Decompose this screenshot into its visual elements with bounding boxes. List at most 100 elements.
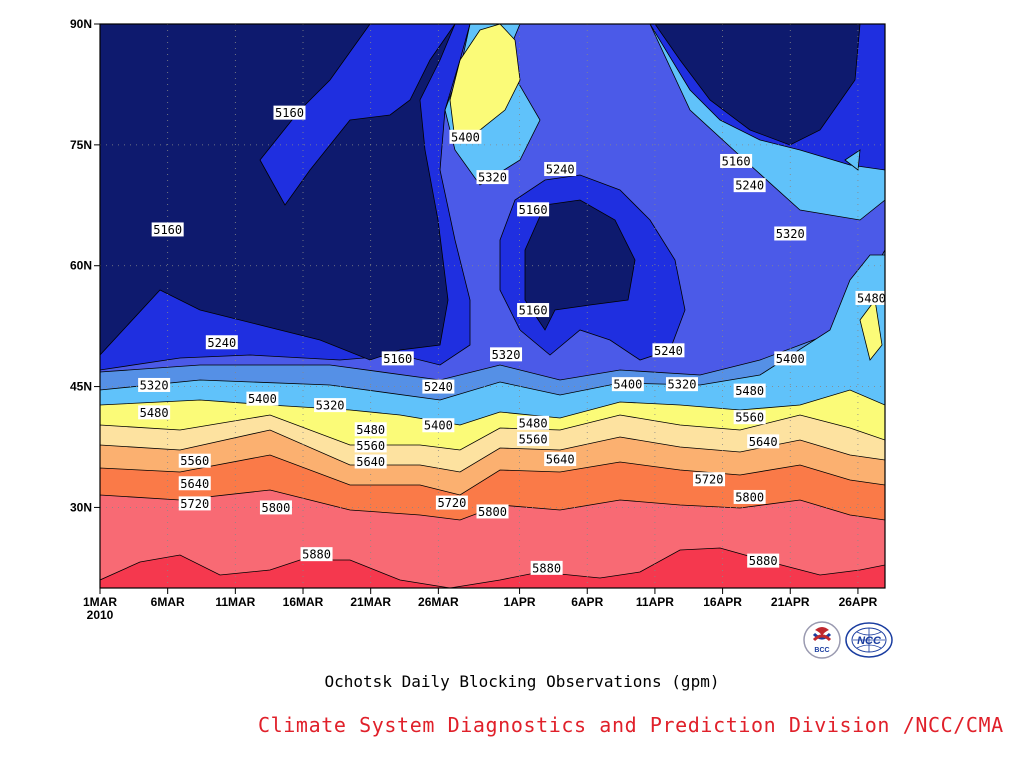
contour-label: 5880 (300, 547, 333, 562)
contour-label: 5800 (476, 504, 509, 519)
contour-label-text: 5160 (722, 154, 751, 168)
plot-frame (99, 23, 886, 589)
contour-label-text: 5720 (695, 473, 724, 487)
contour-label: 5720 (693, 472, 726, 487)
contour-label-text: 5800 (735, 490, 764, 504)
band-gt-5880 (100, 547, 885, 588)
contour-label: 5560 (517, 431, 550, 446)
band-lt-5160 (524, 199, 636, 331)
y-tick-label: 75N (70, 138, 92, 152)
contour-label-bg (490, 347, 523, 362)
x-tick-label: 11APR (636, 595, 674, 609)
contour-label: 5480 (517, 415, 550, 430)
contour-label: 5160 (517, 202, 550, 217)
contour-label-bg (693, 472, 726, 487)
contour-label-text: 5160 (275, 106, 304, 120)
band-5480-5560 (859, 299, 883, 361)
contour-label-bg (720, 153, 753, 168)
contour-label-bg (611, 377, 644, 392)
contour-label-text: 5400 (451, 130, 480, 144)
contour-label-text: 5320 (140, 378, 169, 392)
contour-label: 5640 (178, 476, 211, 491)
contour-label: 5800 (733, 489, 766, 504)
contour-label-bg (314, 398, 347, 413)
x-tick-label: 1APR (504, 595, 536, 609)
contour-label: 5800 (259, 500, 292, 515)
contour-label-bg (544, 162, 577, 177)
contour-label-bg (422, 418, 455, 433)
contour-label: 5400 (774, 351, 807, 366)
y-tick-label: 90N (70, 17, 92, 31)
contour-label: 5720 (435, 495, 468, 510)
contour-label-bg (733, 489, 766, 504)
x-tick-label: 6MAR (151, 595, 185, 609)
contour-label-bg (517, 303, 550, 318)
bcc-logo-text: BCC (814, 647, 829, 654)
contour-label-bg (476, 170, 509, 185)
contour-label-text: 5480 (356, 423, 385, 437)
contour-label-text: 5880 (532, 561, 561, 575)
axes: 1MAR 6MAR 11MAR 16MAR 21MAR 26MAR 1APR 6APR 11AP… (70, 17, 886, 622)
contour-label-text: 5160 (153, 223, 182, 237)
y-tick-label: 60N (70, 259, 92, 273)
contour-labels: 5160 5400 5320 5240 5160 5160 5160 5160 5240 5320… (138, 105, 888, 575)
band-5400-5480 (449, 24, 521, 141)
contour-label-text: 5640 (356, 455, 385, 469)
contour-label-text: 5560 (735, 411, 764, 425)
contour-label: 5240 (422, 379, 455, 394)
contour-label-bg (544, 452, 577, 467)
contour-chart: 5160 5400 5320 5240 5160 5160 5160 5160 5240 5320… (70, 17, 888, 622)
contour-label-bg (138, 377, 171, 392)
contour-label: 5320 (774, 226, 807, 241)
y-tick-label: 30N (70, 500, 92, 514)
contour-label-bg (422, 379, 455, 394)
contour-label: 5560 (178, 453, 211, 468)
contour-label: 5400 (449, 129, 482, 144)
contour-label: 5880 (530, 560, 563, 575)
contour-label-bg (381, 351, 414, 366)
contour-label: 5720 (178, 496, 211, 511)
contour-label-bg (530, 560, 563, 575)
y-tick-label: 45N (70, 380, 92, 394)
contour-label: 5160 (720, 153, 753, 168)
contour-label-text: 5400 (613, 378, 642, 392)
contour-label-bg (151, 222, 184, 237)
bcc-logo: BCC (803, 621, 841, 659)
contour-label: 5400 (246, 391, 279, 406)
contour-label-text: 5640 (546, 453, 575, 467)
contour-label-bg (733, 178, 766, 193)
contour-label: 5400 (422, 418, 455, 433)
contour-label: 5240 (733, 178, 766, 193)
contour-label-bg (205, 335, 238, 350)
contour-label-bg (774, 351, 807, 366)
x-year-label: 2010 (87, 608, 114, 622)
contour-label-text: 5320 (478, 171, 507, 185)
ncc-logo: NCC (845, 622, 893, 658)
contour-label-bg (273, 105, 306, 120)
x-tick-label: 26APR (839, 595, 878, 609)
contour-label: 5640 (544, 452, 577, 467)
contour-label-text: 5720 (180, 497, 209, 511)
contour-label-bg (259, 500, 292, 515)
contour-label-text: 5560 (356, 439, 385, 453)
x-tick-label: 16APR (703, 595, 742, 609)
contour-label-bg (733, 410, 766, 425)
x-tick-label: 11MAR (215, 595, 255, 609)
contour-label-bg (246, 391, 279, 406)
chart-title: Ochotsk Daily Blocking Observations (gpm… (324, 672, 720, 691)
contour-label-bg (517, 431, 550, 446)
contour-label: 5640 (354, 454, 387, 469)
ncc-logo-text: NCC (857, 635, 882, 647)
x-tick-label: 21MAR (350, 595, 391, 609)
contour-label-bg (747, 434, 780, 449)
contour-label-bg (774, 226, 807, 241)
contour-label-bg (747, 553, 780, 568)
contour-label-bg (652, 343, 685, 358)
contour-label-bg (517, 415, 550, 430)
contour-label: 5560 (354, 438, 387, 453)
contour-label-text: 5160 (383, 352, 412, 366)
contour-label-text: 5880 (749, 554, 778, 568)
contour-label: 5640 (747, 434, 780, 449)
contour-label-bg (517, 202, 550, 217)
contour-label-text: 5640 (180, 477, 209, 491)
